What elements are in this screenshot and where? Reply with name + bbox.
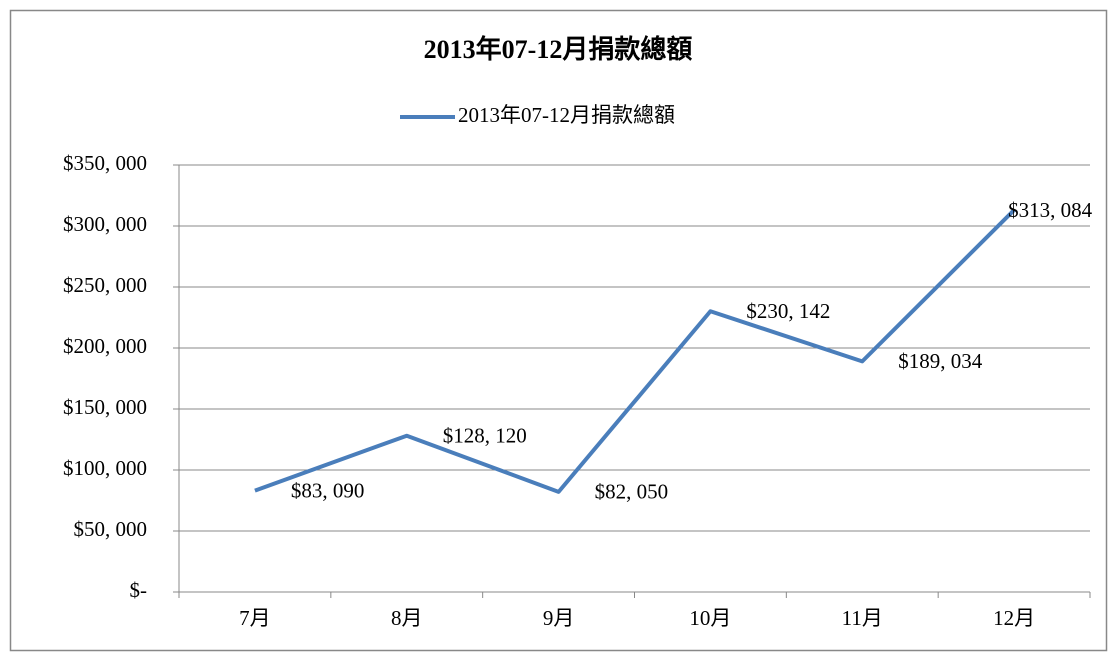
- y-tick-label: $200, 000: [63, 334, 147, 358]
- chart-title: 2013年07-12月捐款總額: [424, 34, 693, 64]
- y-tick-label: $-: [130, 578, 148, 602]
- x-tick-label: 10月: [689, 606, 731, 630]
- x-tick-label: 12月: [993, 606, 1035, 630]
- data-label: $189, 034: [898, 349, 983, 373]
- data-label: $313, 084: [1008, 198, 1092, 222]
- data-label: $128, 120: [443, 424, 527, 448]
- y-tick-label: $150, 000: [63, 395, 147, 419]
- data-label: $230, 142: [746, 299, 830, 323]
- y-tick-label: $100, 000: [63, 456, 147, 480]
- chart-border: [9, 9, 1108, 652]
- y-tick-label: $50, 000: [74, 517, 148, 541]
- x-tick-label: 8月: [391, 606, 423, 630]
- x-tick-label: 9月: [543, 606, 575, 630]
- data-label: $82, 050: [595, 480, 669, 504]
- y-tick-label: $250, 000: [63, 273, 147, 297]
- series-line: [254, 208, 1016, 494]
- data-label: $83, 090: [291, 478, 365, 502]
- y-tick-label: $350, 000: [63, 151, 147, 175]
- legend-label: 2013年07-12月捐款總額: [458, 103, 675, 127]
- y-tick-label: $300, 000: [63, 212, 147, 236]
- x-tick-label: 11月: [842, 606, 883, 630]
- x-tick-label: 7月: [239, 606, 271, 630]
